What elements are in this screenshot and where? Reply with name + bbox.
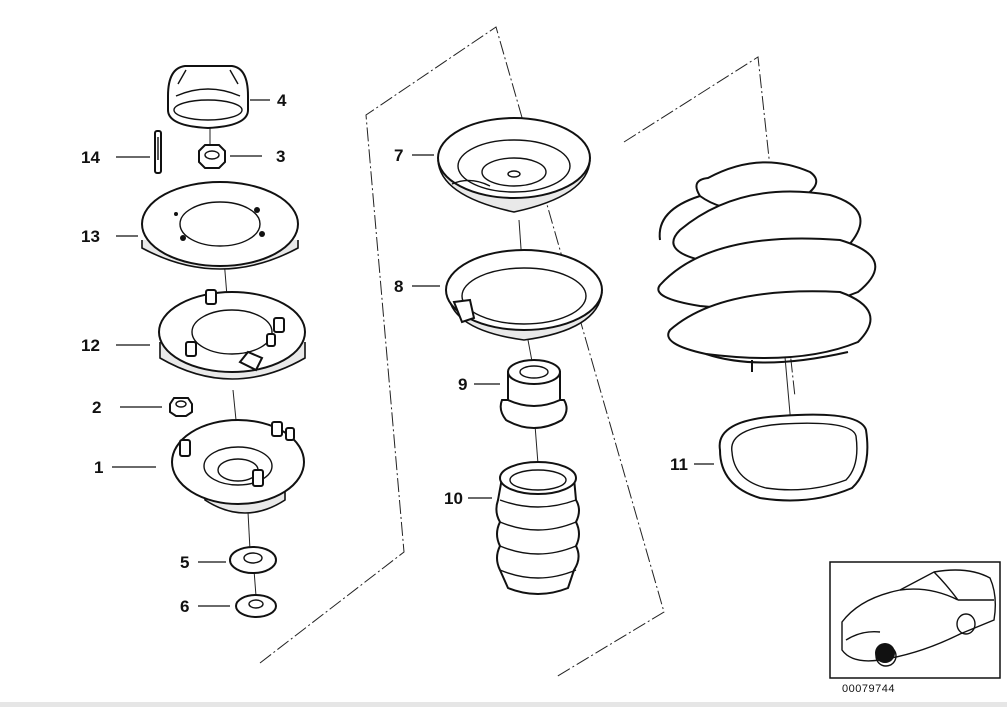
part-label-4[interactable]: 4: [277, 91, 287, 110]
catalog-number: 00079744: [842, 683, 895, 695]
leader-lines: [112, 99, 714, 607]
part-label-3[interactable]: 3: [276, 147, 286, 166]
part-label-5[interactable]: 5: [180, 553, 190, 572]
part-9-bump-stop[interactable]: [499, 359, 568, 429]
part-label-14[interactable]: 14: [81, 148, 100, 167]
part-11-coil-spring[interactable]: [657, 161, 877, 372]
car-locator-icon: [829, 561, 1001, 679]
part-label-11[interactable]: 11: [670, 455, 688, 474]
part-4-top-cap[interactable]: [167, 65, 249, 130]
part-label-7[interactable]: 7: [394, 146, 404, 165]
part-label-10[interactable]: 10: [444, 489, 463, 508]
part-11-spring-pad-lower[interactable]: [718, 413, 869, 502]
part-1-strut-mount[interactable]: [171, 419, 305, 514]
part-2-lock-nut[interactable]: [169, 397, 193, 417]
part-8-spring-seat[interactable]: [445, 249, 603, 341]
part-label-1[interactable]: 1: [94, 458, 104, 477]
part-label-8[interactable]: 8: [394, 277, 404, 296]
part-label-6[interactable]: 6: [180, 597, 190, 616]
part-label-9[interactable]: 9: [458, 375, 468, 394]
part-13-support-plate[interactable]: [141, 181, 299, 270]
part-label-13[interactable]: 13: [81, 227, 100, 246]
part-12-mounting-plate[interactable]: [158, 289, 306, 380]
part-14-pin[interactable]: [154, 130, 162, 174]
part-10-protective-boot[interactable]: [495, 461, 580, 595]
bottom-divider: [0, 702, 1007, 707]
part-label-2[interactable]: 2: [92, 398, 102, 417]
part-6-washer[interactable]: [235, 594, 277, 618]
part-7-spring-pad[interactable]: [437, 117, 591, 213]
part-3-nut[interactable]: [198, 144, 226, 169]
part-5-washer[interactable]: [229, 546, 277, 574]
part-label-12[interactable]: 12: [81, 336, 100, 355]
